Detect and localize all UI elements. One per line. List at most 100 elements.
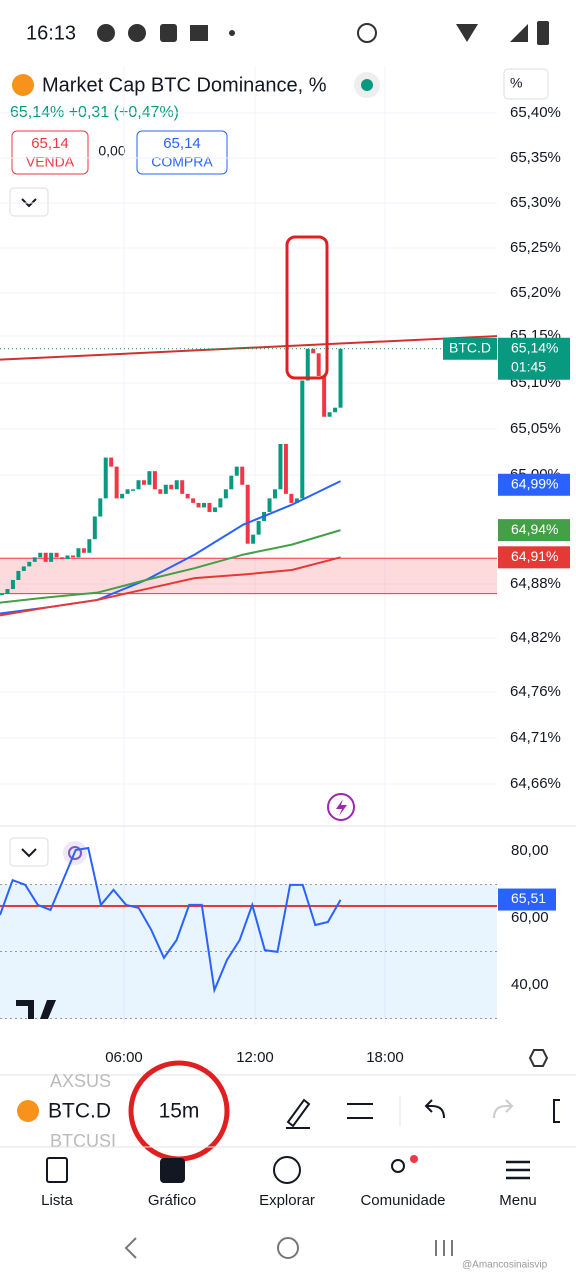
ma-tag-label: 64,91% bbox=[511, 548, 558, 564]
y-tick-label: 64,66% bbox=[510, 775, 561, 792]
candle bbox=[229, 475, 234, 490]
y-tick-label: 65,35% bbox=[510, 149, 561, 166]
ma-tag bbox=[498, 473, 570, 496]
home-button[interactable] bbox=[277, 1237, 299, 1259]
moving-average bbox=[0, 556, 341, 617]
candle bbox=[283, 443, 288, 494]
candle bbox=[311, 348, 316, 354]
candle bbox=[21, 566, 26, 571]
candle bbox=[98, 498, 103, 517]
y-tick-label: 64,82% bbox=[510, 629, 561, 646]
icon bbox=[46, 1157, 68, 1183]
candle bbox=[92, 516, 97, 540]
candle bbox=[294, 498, 299, 503]
candle bbox=[27, 561, 32, 567]
candle bbox=[81, 548, 86, 553]
spread: 0,00 bbox=[98, 143, 125, 159]
nav-label[interactable]: Lista bbox=[41, 1192, 73, 1209]
y-tick-label: 65,20% bbox=[510, 284, 561, 301]
ma-tag bbox=[498, 519, 570, 542]
scale-button[interactable] bbox=[503, 68, 549, 100]
candle bbox=[234, 466, 239, 476]
rsi-collapse[interactable] bbox=[9, 837, 49, 867]
sell-price: 65,14 bbox=[31, 135, 69, 152]
candle bbox=[43, 552, 48, 562]
y-tick-label: 65,25% bbox=[510, 239, 561, 256]
candle bbox=[103, 457, 108, 499]
redo-icon[interactable] bbox=[493, 1099, 514, 1119]
btc-icon bbox=[17, 1100, 39, 1122]
candle bbox=[322, 375, 327, 417]
nav-label[interactable]: Gráfico bbox=[148, 1192, 196, 1209]
candle bbox=[141, 480, 146, 485]
refresh-glyph bbox=[68, 846, 82, 860]
candle bbox=[333, 407, 338, 413]
y-tick-label: 64,76% bbox=[510, 683, 561, 700]
candle bbox=[65, 555, 70, 560]
sell-label: VENDA bbox=[26, 154, 75, 170]
candle bbox=[305, 348, 310, 381]
candle bbox=[136, 480, 141, 490]
candle bbox=[251, 534, 256, 544]
candle bbox=[185, 493, 190, 499]
candle bbox=[16, 570, 21, 580]
candle bbox=[0, 593, 4, 596]
buy-button[interactable] bbox=[136, 130, 228, 175]
candle bbox=[147, 471, 152, 485]
candle bbox=[76, 548, 81, 558]
icon bbox=[506, 1160, 530, 1180]
candle bbox=[38, 552, 43, 558]
nav-label[interactable]: Menu bbox=[499, 1192, 537, 1209]
settings-icon[interactable] bbox=[528, 1049, 549, 1067]
icon bbox=[391, 1159, 405, 1173]
candle bbox=[60, 557, 65, 560]
status-time: 16:13 bbox=[26, 22, 76, 44]
zone bbox=[0, 558, 497, 594]
candle bbox=[32, 557, 37, 562]
candle bbox=[125, 489, 130, 494]
candle bbox=[87, 539, 92, 553]
countdown: 01:45 bbox=[511, 358, 546, 374]
candle bbox=[207, 502, 212, 512]
title: Market Cap BTC Dominance, % bbox=[42, 74, 327, 96]
y-tick-label: 65,40% bbox=[510, 104, 561, 121]
price-tag-label: 65,14% bbox=[511, 339, 558, 355]
candle bbox=[5, 589, 10, 594]
nav-label[interactable]: Comunidade bbox=[360, 1192, 445, 1209]
candle bbox=[109, 457, 114, 467]
candle bbox=[202, 502, 207, 508]
y-tick-label: 65,05% bbox=[510, 420, 561, 437]
candle bbox=[256, 521, 261, 535]
collapse-button[interactable] bbox=[9, 187, 49, 217]
draw-icon[interactable] bbox=[286, 1098, 311, 1129]
candle bbox=[114, 466, 119, 499]
rsi-tick-label: 40,00 bbox=[511, 976, 549, 993]
buy-price: 65,14 bbox=[163, 135, 201, 152]
undo-icon[interactable] bbox=[424, 1099, 445, 1119]
toolbar-interval[interactable]: 15m bbox=[159, 1100, 200, 1123]
time-axis: 06:00 12:00 18:00 bbox=[105, 1049, 404, 1066]
toolbar-symbol[interactable]: BTC.D bbox=[48, 1100, 111, 1123]
fullscreen-icon[interactable] bbox=[553, 1099, 560, 1123]
sell-button[interactable] bbox=[11, 130, 89, 175]
moving-average bbox=[0, 529, 341, 604]
ghost-symbol: BTCUSI bbox=[50, 1131, 116, 1151]
back-button[interactable] bbox=[124, 1237, 137, 1259]
candle bbox=[212, 507, 217, 512]
candle bbox=[218, 498, 223, 508]
ghost-symbol: AXSUS bbox=[50, 1071, 111, 1091]
candle bbox=[158, 489, 163, 494]
rsi-line bbox=[0, 846, 342, 994]
icon bbox=[160, 1158, 185, 1183]
icon bbox=[273, 1156, 301, 1184]
nav-label[interactable]: Explorar bbox=[259, 1192, 315, 1209]
recents-button[interactable] bbox=[435, 1240, 453, 1256]
ma-tag bbox=[498, 546, 570, 569]
indicators-icon[interactable] bbox=[347, 1103, 373, 1119]
rsi-tick-label: 80,00 bbox=[511, 842, 549, 859]
bottom-nav: Lista Gráfico Explorar Comunidade Menu bbox=[41, 1155, 537, 1209]
scale-label: % bbox=[510, 75, 522, 91]
y-tick-label: 64,88% bbox=[510, 575, 561, 592]
candle bbox=[278, 443, 283, 490]
